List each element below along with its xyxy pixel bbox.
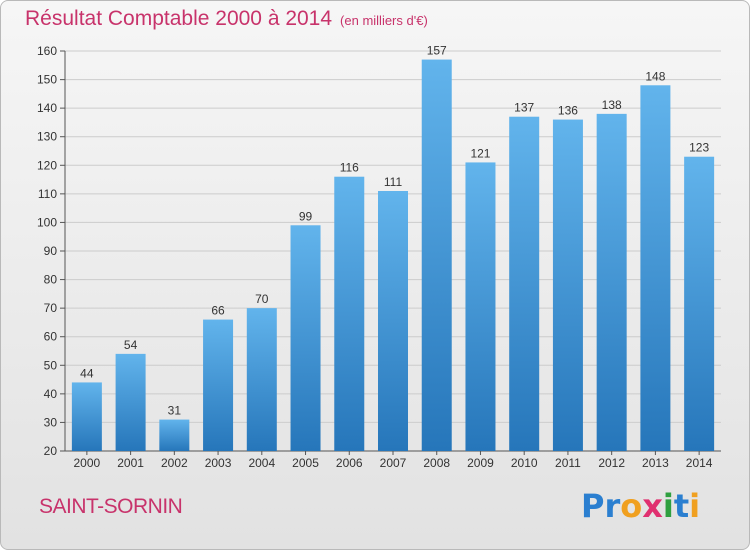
bar-2006	[334, 176, 365, 451]
bar-2002	[159, 419, 190, 451]
title-text: Résultat Comptable 2000 à 2014	[25, 7, 333, 30]
bar-2003	[203, 319, 234, 451]
bar-2007	[378, 191, 408, 451]
x-tick-label: 2000	[74, 456, 101, 470]
bar-2005	[290, 225, 321, 451]
y-tick-labels: 20 30 40 50 60 70 80 90 100 110 120 130 140 150 160	[37, 44, 57, 458]
data-label-2008: 157	[427, 44, 447, 58]
y-tick-label: 20	[44, 444, 58, 458]
bar-2008	[421, 59, 452, 451]
y-tick-label: 80	[44, 273, 58, 287]
data-label-2003: 66	[211, 304, 225, 318]
bar-2004	[246, 308, 277, 451]
data-label-2009: 121	[470, 146, 490, 160]
x-tick-label: 2002	[161, 456, 188, 470]
y-tick-label: 140	[37, 101, 57, 115]
y-tick-label: 110	[38, 187, 57, 201]
y-tick-label: 50	[44, 358, 58, 372]
chart-title: Résultat Comptable 2000 à 2014 (en millie…	[25, 7, 428, 31]
y-tick-label: 100	[37, 215, 57, 229]
data-label-2012: 138	[602, 98, 622, 112]
proxiti-logo: Proxiti	[581, 487, 700, 525]
logo-letter: P	[581, 487, 605, 525]
y-tick-label: 120	[37, 158, 57, 172]
logo-letter: i	[662, 487, 674, 525]
bar-2009	[465, 162, 496, 451]
logo-letter: i	[689, 487, 701, 525]
x-tick-label: 2003	[205, 456, 232, 470]
bar-2000	[71, 382, 102, 451]
bar-2012	[596, 113, 627, 451]
x-tick-label: 2011	[555, 456, 581, 470]
y-tick-label: 60	[44, 330, 58, 344]
data-label-2006: 116	[340, 161, 359, 175]
bar-2014	[684, 156, 715, 451]
y-tick-label: 90	[44, 244, 58, 258]
data-label-2013: 148	[645, 69, 665, 83]
data-label-2011: 136	[558, 104, 578, 118]
logo-letter: x	[642, 487, 663, 525]
bars	[71, 59, 715, 452]
data-labels: 44 54 31 66 70 99 116 111 157 121 137 136 138 148 123	[80, 44, 709, 418]
data-label-2000: 44	[80, 366, 94, 380]
x-tick-label: 2014	[686, 456, 713, 470]
bar-2001	[115, 353, 146, 451]
data-label-2007: 111	[384, 175, 403, 189]
x-tick-label: 2001	[117, 456, 144, 470]
data-label-2014: 123	[689, 141, 709, 155]
x-tick-labels: 2000 2001 2002 2003 2004 2005 2006 2007 2008 2009…	[74, 451, 713, 470]
bar-2010	[509, 116, 540, 451]
chart-subtitle: (en milliers d'€)	[340, 13, 428, 28]
y-tick-label: 130	[37, 130, 57, 144]
logo-letter: t	[673, 487, 690, 525]
x-tick-label: 2012	[598, 456, 625, 470]
x-tick-label: 2007	[380, 456, 407, 470]
x-tick-label: 2010	[511, 456, 538, 470]
y-tick-label: 160	[37, 44, 57, 58]
x-tick-label: 2009	[467, 456, 494, 470]
y-tick-label: 70	[44, 301, 58, 315]
x-tick-label: 2006	[336, 456, 363, 470]
bar-2013	[640, 85, 671, 452]
x-tick-label: 2008	[423, 456, 450, 470]
y-tick-label: 40	[44, 387, 58, 401]
bar-2011	[552, 119, 583, 452]
logo-letter: o	[620, 487, 643, 525]
data-label-2001: 54	[124, 338, 138, 352]
data-label-2010: 137	[514, 101, 534, 115]
x-tick-label: 2004	[248, 456, 275, 470]
x-tick-label: 2005	[292, 456, 319, 470]
data-label-2002: 31	[168, 404, 182, 418]
y-tick-label: 30	[44, 415, 58, 429]
data-label-2005: 99	[299, 209, 313, 223]
y-tick-label: 150	[37, 73, 57, 87]
data-label-2004: 70	[255, 292, 269, 306]
logo-letter: r	[604, 487, 621, 525]
x-tick-label: 2013	[642, 456, 669, 470]
commune-name: SAINT-SORNIN	[39, 495, 183, 518]
